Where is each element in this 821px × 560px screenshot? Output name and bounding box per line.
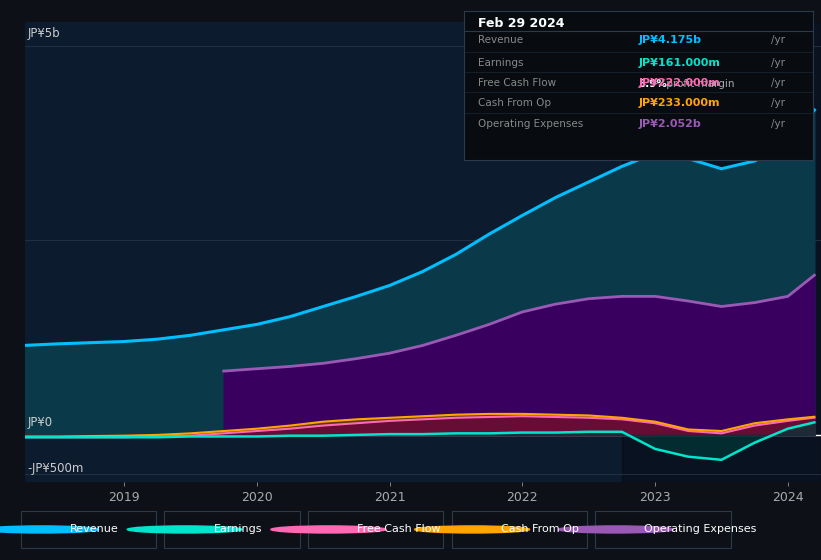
Text: -JP¥500m: -JP¥500m bbox=[27, 463, 84, 475]
Text: Earnings: Earnings bbox=[213, 525, 262, 534]
Text: Feb 29 2024: Feb 29 2024 bbox=[478, 17, 564, 30]
Text: Revenue: Revenue bbox=[70, 525, 118, 534]
Text: profit margin: profit margin bbox=[663, 79, 734, 88]
Text: Free Cash Flow: Free Cash Flow bbox=[357, 525, 441, 534]
Text: /yr: /yr bbox=[771, 98, 785, 108]
Text: /yr: /yr bbox=[771, 35, 785, 45]
Bar bbox=[621, 22, 821, 482]
Text: Cash From Op: Cash From Op bbox=[501, 525, 579, 534]
Text: /yr: /yr bbox=[771, 58, 785, 68]
Text: JP¥161.000m: JP¥161.000m bbox=[639, 58, 720, 68]
Text: Earnings: Earnings bbox=[478, 58, 523, 68]
Circle shape bbox=[415, 526, 530, 533]
Circle shape bbox=[271, 526, 386, 533]
Text: Operating Expenses: Operating Expenses bbox=[478, 119, 583, 129]
Text: JP¥4.175b: JP¥4.175b bbox=[639, 35, 701, 45]
Text: /yr: /yr bbox=[771, 78, 785, 88]
Circle shape bbox=[127, 526, 242, 533]
Text: Operating Expenses: Operating Expenses bbox=[644, 525, 757, 534]
Text: JP¥233.000m: JP¥233.000m bbox=[639, 98, 720, 108]
Text: /yr: /yr bbox=[771, 119, 785, 129]
Text: Free Cash Flow: Free Cash Flow bbox=[478, 78, 556, 88]
Text: JP¥0: JP¥0 bbox=[27, 416, 53, 428]
Text: Revenue: Revenue bbox=[478, 35, 523, 45]
Text: JP¥5b: JP¥5b bbox=[27, 26, 60, 40]
Text: Cash From Op: Cash From Op bbox=[478, 98, 551, 108]
Circle shape bbox=[0, 526, 99, 533]
Text: 3.9%: 3.9% bbox=[639, 79, 667, 88]
Text: JP¥222.000m: JP¥222.000m bbox=[639, 78, 720, 88]
Text: JP¥2.052b: JP¥2.052b bbox=[639, 119, 701, 129]
Circle shape bbox=[558, 526, 673, 533]
